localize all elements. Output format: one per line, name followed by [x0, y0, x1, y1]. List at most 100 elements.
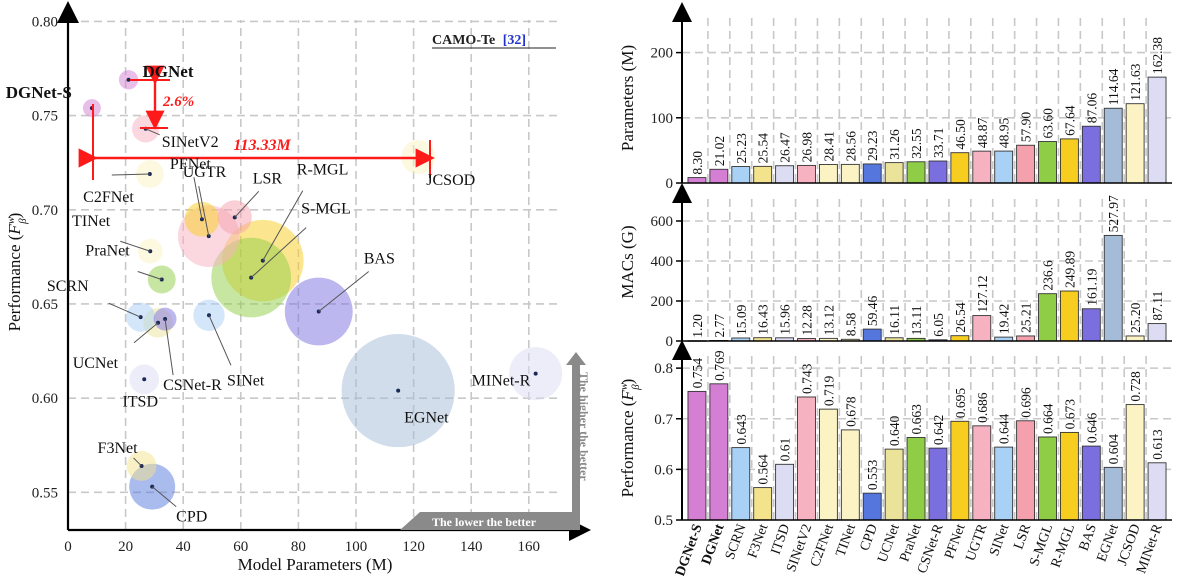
perf-value-c2fnet: 0.719 [821, 376, 836, 407]
macs-bar-ugtr [972, 315, 992, 342]
leader-s-mgl [250, 227, 307, 278]
macs-value-r-mgl: 249.89 [1062, 251, 1077, 288]
point-minet-r [533, 371, 538, 376]
label-lsr: LSR [253, 170, 283, 187]
label-ucnet: UCNet [73, 355, 119, 372]
macs-value-sinet: 19.42 [997, 304, 1012, 334]
params-bar-ugtr [972, 150, 992, 184]
leader-tinet [120, 240, 151, 252]
scatter-x-tick: 100 [345, 539, 368, 555]
label-pranet: PraNet [85, 242, 130, 259]
perf-bar-jcsod [1125, 404, 1145, 521]
params-value-tinet: 28.56 [843, 131, 858, 162]
params-bar-s-mgl [1038, 141, 1057, 184]
perf-bar-itsd [775, 463, 795, 521]
leader-bas [318, 271, 370, 312]
perf-value-jcsod: 0.728 [1128, 371, 1143, 402]
parameters-bar-chart: 0 100 200 8.30 21.02 25.23 25.54 26.47 26.98 28.4… [651, 2, 1172, 192]
label-minet-r: MINet-R [472, 373, 531, 390]
params-value-s-mgl: 63.60 [1041, 108, 1056, 139]
macs-y-tick: 400 [651, 254, 674, 270]
perf-bar-ugtr [972, 425, 992, 521]
params-value-cpd: 29.23 [865, 130, 880, 161]
perf-value-pfnet: 0.695 [953, 388, 968, 419]
scatter-x-tick: 20 [118, 539, 133, 555]
perf-value-s-mgl: 0.664 [1041, 403, 1056, 434]
label-ugtr: UGTR [183, 164, 227, 181]
scatter-y-label: Performance (Fwβ) [5, 213, 29, 332]
params-value-csnet-r: 33.71 [931, 128, 946, 158]
macs-bar-r-mgl [1059, 290, 1079, 342]
macs-bar-jcsod [1125, 335, 1145, 342]
params-bar-minet-r [1147, 76, 1167, 184]
perf-value-sinetv2: 0.743 [800, 363, 815, 394]
params-value-dgnet-s: 8.30 [690, 151, 705, 175]
perf-bar-lsr [1016, 420, 1036, 521]
scatter-y-tick: 0.65 [32, 297, 58, 313]
perf-bar-r-mgl [1059, 431, 1079, 521]
macs-value-itsd: 15.96 [778, 304, 793, 335]
leader-scrn [108, 302, 141, 318]
perf-y-tick: 0.6 [654, 462, 673, 478]
params-bar-tinet [840, 163, 860, 184]
perf-bar-csnet-r [928, 447, 948, 521]
scatter-title: CAMO-Te [32] [432, 33, 556, 49]
params-bar-csnet-r [928, 160, 948, 184]
params-bar-egnet [1103, 107, 1123, 184]
scatter-y-tick: 0.70 [32, 203, 58, 219]
category-dgnet-s: DGNet-S [673, 522, 706, 576]
leader-sinetv2 [145, 128, 160, 136]
leader-ugtr [198, 186, 210, 237]
macs-value-dgnet-s: 1.20 [690, 314, 705, 338]
perf-bar-s-mgl [1038, 436, 1057, 521]
scatter-y-tick: 0.55 [32, 485, 58, 501]
perf-value-f3net: 0.564 [756, 454, 771, 485]
scatter-x-tick: 120 [402, 539, 425, 555]
perf-value-tinet: 0.678 [843, 396, 858, 427]
leader-pfnet [193, 177, 203, 220]
perf-value-ucnet: 0.640 [887, 416, 902, 447]
params-value-pfnet: 46.50 [953, 119, 968, 150]
macs-bar-minet-r [1147, 323, 1167, 342]
label-pfnet: PFNet [170, 156, 211, 173]
perf-bar-bas [1081, 445, 1101, 521]
label-sinet: SINet [227, 372, 265, 389]
perf-bar-cpd [862, 492, 882, 521]
macs-value-pranet: 13.11 [909, 306, 924, 336]
perf-y-tick: 0.5 [654, 513, 673, 529]
scatter-y-tick: 0.80 [32, 14, 58, 30]
label-s-mgl: S-MGL [301, 201, 351, 218]
scatter-x-tick: 60 [233, 539, 248, 555]
label-dgnet: DGNet [143, 62, 194, 81]
params-value-ugtr: 48.87 [975, 118, 990, 149]
param-gap-label: 113.33M [233, 137, 291, 154]
params-value-ucnet: 31.26 [887, 129, 902, 160]
perf-bar-sinetv2 [797, 396, 816, 521]
perf-bar-minet-r [1147, 462, 1167, 521]
performance-bar-chart: 0.5 0.6 0.7 0.8 0.754 0.769 0.643 0.564 0.61 0.74… [654, 340, 1172, 529]
scatter-ticks: 0 20 40 60 80 100 120 140 160 0.55 0.60 0.65 0.70 0.7… [32, 14, 540, 555]
label-jcsod: JCSOD [426, 172, 475, 189]
params-bar-dgnet-s [687, 177, 707, 184]
category-bas: BAS [1077, 522, 1100, 553]
point-itsd [142, 377, 147, 382]
perf-bar-dgnet [709, 383, 729, 521]
perf-value-csnet-r: 0.642 [931, 415, 946, 445]
leader-cpd [151, 486, 177, 508]
macs-bar-egnet [1103, 234, 1123, 342]
macs-value-ucnet: 16.11 [887, 305, 902, 335]
params-bar-pranet [906, 161, 926, 184]
perf-bar-pfnet [950, 420, 970, 521]
perf-bar-f3net [753, 487, 773, 521]
macs-value-sinetv2: 12.28 [800, 305, 815, 336]
leader-lsr [234, 190, 260, 218]
gain-label: 2.6% [162, 94, 194, 110]
params-value-minet-r: 162.38 [1150, 37, 1165, 74]
macs-value-cpd: 59.46 [865, 295, 880, 326]
params-bar-dgnet [709, 168, 729, 184]
params-bar-jcsod [1125, 103, 1145, 184]
perf-value-minet-r: 0.613 [1150, 429, 1165, 460]
label-scrn: SCRN [47, 278, 89, 295]
macs-bar-bas [1081, 308, 1101, 342]
params-value-dgnet: 21.02 [712, 136, 727, 166]
